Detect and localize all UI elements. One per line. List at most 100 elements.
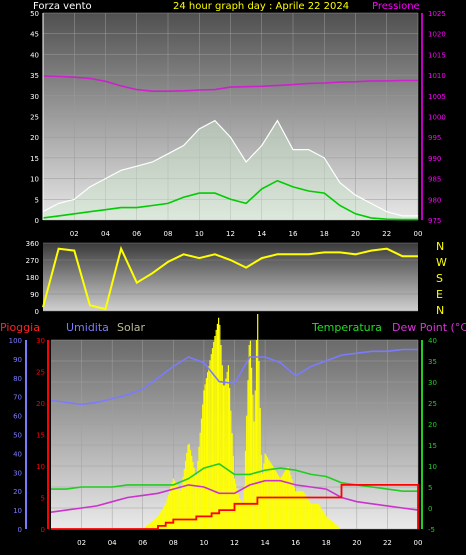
bottom-x-tick-label: 04 bbox=[108, 539, 117, 547]
pressure-title: Pressione bbox=[372, 1, 420, 12]
wind-gust-series bbox=[42, 119, 418, 217]
rain-y-tick-label: 30 bbox=[36, 337, 45, 345]
wind-y-tick-label: 15 bbox=[30, 155, 39, 163]
wind-avg-series bbox=[42, 179, 418, 221]
wind-y-tick-label: 20 bbox=[30, 134, 39, 142]
bottom-x-tick-label: 00 bbox=[414, 539, 423, 547]
wind-title: Forza vento bbox=[33, 1, 92, 12]
wind-y-tick-label: 5 bbox=[35, 196, 39, 204]
humidity-y-tick-label: 70 bbox=[13, 394, 22, 402]
humidity-y-tick-label: 80 bbox=[13, 375, 22, 383]
rain-y-tick-label: 15 bbox=[36, 432, 45, 440]
wind-y-tick-label: 10 bbox=[30, 176, 39, 184]
wind-y-tick-label: 25 bbox=[30, 114, 39, 122]
direction-y-tick-label: 90 bbox=[30, 291, 39, 299]
pressure-y-tick-label: 985 bbox=[428, 176, 441, 184]
pressure-y-tick-label: 995 bbox=[428, 134, 441, 142]
dewpoint-series bbox=[50, 479, 419, 513]
wind-x-tick-label: 02 bbox=[70, 230, 79, 238]
wind-x-tick-label: 10 bbox=[195, 230, 204, 238]
humidity-y-tick-label: 20 bbox=[13, 488, 22, 496]
pressure-y-tick-label: 1025 bbox=[428, 10, 446, 18]
direction-y-tick-label: 360 bbox=[26, 240, 39, 248]
direction-y-tick-label: 180 bbox=[26, 274, 39, 282]
legend-solar: Solar bbox=[117, 321, 146, 334]
date-title: 24 hour graph day : Aprile 22 2024 bbox=[173, 1, 349, 12]
wind-y-tick-label: 30 bbox=[30, 93, 39, 101]
wind-x-tick-label: 04 bbox=[101, 230, 110, 238]
bottom-x-tick-label: 12 bbox=[230, 539, 239, 547]
rain-series bbox=[51, 483, 419, 530]
wind-x-tick-label: 20 bbox=[351, 230, 360, 238]
pressure-y-tick-label: 975 bbox=[428, 217, 441, 225]
rain-y-tick-label: 25 bbox=[36, 369, 45, 377]
wind-y-tick-label: 50 bbox=[30, 10, 39, 18]
wind-gust-area bbox=[43, 120, 418, 220]
temp-y-tick-label: 35 bbox=[428, 358, 437, 366]
bottom-x-tick-label: 18 bbox=[322, 539, 331, 547]
compass-s: S bbox=[436, 272, 443, 285]
wind-x-tick-label: 08 bbox=[164, 230, 173, 238]
pressure-y-tick-label: 1005 bbox=[428, 93, 446, 101]
rain-y-tick-label: 10 bbox=[36, 463, 45, 471]
bottom-x-tick-label: 08 bbox=[169, 539, 178, 547]
direction-y-tick-label: 270 bbox=[26, 257, 39, 265]
pressure-y-tick-label: 1010 bbox=[428, 72, 446, 80]
humidity-y-tick-label: 30 bbox=[13, 469, 22, 477]
legend-dew-point: Dew Point (°C) bbox=[392, 321, 466, 334]
wind-x-tick-label: 14 bbox=[257, 230, 266, 238]
temp-y-tick-label: 0 bbox=[428, 505, 432, 513]
wind-x-tick-label: 16 bbox=[289, 230, 298, 238]
temp-y-tick-label: 30 bbox=[428, 379, 437, 387]
direction-y-tick-label: 0 bbox=[35, 308, 39, 316]
pressure-y-tick-label: 1020 bbox=[428, 31, 446, 39]
pressure-series bbox=[42, 75, 418, 92]
temp-y-tick-label: 25 bbox=[428, 400, 437, 408]
wind-y-tick-label: 0 bbox=[35, 217, 39, 225]
temp-y-tick-label: 5 bbox=[428, 484, 432, 492]
humidity-y-tick-label: 0 bbox=[18, 526, 22, 534]
wind-x-tick-label: 00 bbox=[414, 230, 423, 238]
wind-y-tick-label: 45 bbox=[30, 31, 39, 39]
pressure-y-tick-label: 980 bbox=[428, 196, 441, 204]
compass-n-top: N bbox=[436, 240, 444, 253]
wind-x-tick-label: 22 bbox=[382, 230, 391, 238]
temp-y-tick-label: 10 bbox=[428, 463, 437, 471]
pressure-y-tick-label: 1015 bbox=[428, 51, 446, 59]
legend-umidita: Umidita bbox=[66, 321, 109, 334]
humidity-y-tick-label: 10 bbox=[13, 507, 22, 515]
humidity-y-tick-label: 60 bbox=[13, 413, 22, 421]
wind-y-tick-label: 40 bbox=[30, 51, 39, 59]
wind-x-tick-label: 06 bbox=[132, 230, 141, 238]
bottom-x-tick-label: 16 bbox=[291, 539, 300, 547]
legend-pioggia: Pioggia bbox=[0, 321, 40, 334]
humidity-y-tick-label: 90 bbox=[13, 356, 22, 364]
bottom-x-tick-label: 10 bbox=[199, 539, 208, 547]
bottom-x-tick-label: 06 bbox=[138, 539, 147, 547]
humidity-y-tick-label: 50 bbox=[13, 432, 22, 440]
bottom-x-tick-label: 20 bbox=[352, 539, 361, 547]
bottom-x-tick-label: 02 bbox=[77, 539, 86, 547]
wind-direction-series bbox=[42, 245, 418, 311]
bottom-x-tick-label: 22 bbox=[383, 539, 392, 547]
temp-y-tick-label: 40 bbox=[428, 337, 437, 345]
temp-y-tick-label: -5 bbox=[428, 526, 435, 534]
pressure-y-tick-label: 1000 bbox=[428, 114, 446, 122]
temp-y-tick-label: 20 bbox=[428, 421, 437, 429]
bottom-x-tick-label: 14 bbox=[261, 539, 270, 547]
wind-x-tick-label: 18 bbox=[320, 230, 329, 238]
compass-w: W bbox=[436, 256, 447, 269]
humidity-series bbox=[50, 348, 418, 406]
rain-y-tick-label: 5 bbox=[41, 495, 45, 503]
legend-temperatura: Temperatura bbox=[311, 321, 382, 334]
compass-n-bottom: N bbox=[436, 304, 444, 317]
compass-e: E bbox=[436, 288, 443, 301]
wind-y-tick-label: 35 bbox=[30, 72, 39, 80]
humidity-y-tick-label: 100 bbox=[9, 337, 22, 345]
humidity-y-tick-label: 40 bbox=[13, 450, 22, 458]
temp-y-tick-label: 15 bbox=[428, 442, 437, 450]
rain-y-tick-label: 0 bbox=[41, 526, 45, 534]
rain-y-tick-label: 20 bbox=[36, 400, 45, 408]
wind-x-tick-label: 12 bbox=[226, 230, 235, 238]
